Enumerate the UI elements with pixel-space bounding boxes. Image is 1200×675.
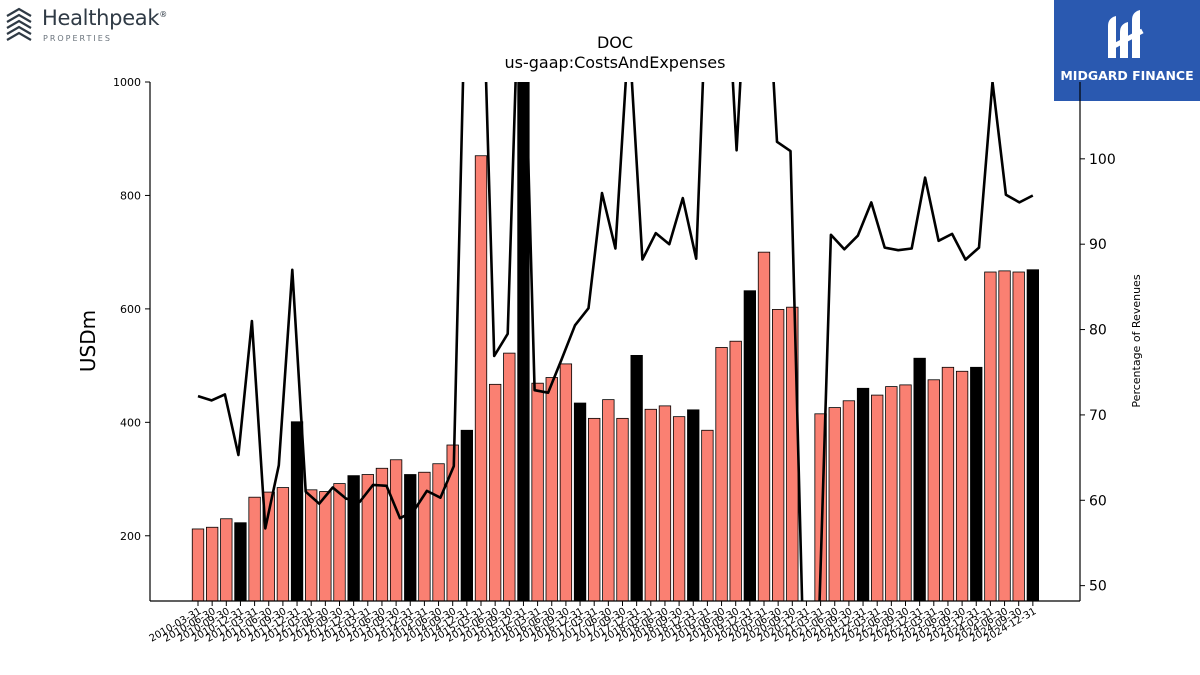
bar-2018-03-31 xyxy=(644,408,657,601)
healthpeak-logo: Healthpeak® PROPERTIES xyxy=(4,4,174,50)
y2-tick-label: 90 xyxy=(1089,237,1107,253)
bar-2021-09-30 xyxy=(842,400,856,601)
bar-2013-12-31 xyxy=(404,474,417,601)
bar-2024-03-31 xyxy=(984,271,997,601)
bar-2020-03-31 xyxy=(757,251,771,601)
bar-2022-09-30 xyxy=(899,384,912,601)
bar-2018-12-31 xyxy=(687,409,700,601)
bar-2019-12-31 xyxy=(743,290,756,601)
healthpeak-subtitle: PROPERTIES xyxy=(43,34,112,43)
stacked-chevrons-icon xyxy=(6,7,32,41)
y2-tick-label: 50 xyxy=(1089,579,1107,595)
bar-2010-09-30 xyxy=(220,518,233,601)
y2-axis-label: Percentage of Revenues xyxy=(1130,274,1143,407)
bar-2021-12-31 xyxy=(856,387,870,601)
midgard-finance-text: MIDGARD FINANCE xyxy=(1060,68,1194,83)
bar-2024-09-30 xyxy=(1012,271,1025,601)
bar-2014-06-30 xyxy=(432,463,445,601)
y-tick-label: 1000 xyxy=(113,76,141,89)
bar-2012-06-30 xyxy=(319,491,332,601)
midgard-finance-logo: MIDGARD FINANCE xyxy=(1054,0,1200,101)
bar-2018-06-30 xyxy=(658,405,672,601)
bar-2013-03-31 xyxy=(361,474,374,601)
bar-2014-09-30 xyxy=(446,444,459,601)
bar-2017-12-31 xyxy=(630,354,643,601)
bar-2016-03-31 xyxy=(531,382,544,601)
bar-2011-03-31 xyxy=(248,496,261,601)
chart-subtitle: us-gaap:CostsAndExpenses xyxy=(505,53,726,72)
chart-title: DOC xyxy=(597,33,633,52)
healthpeak-wordmark: Healthpeak® xyxy=(42,6,167,30)
y2-tick-label: 80 xyxy=(1089,323,1107,339)
bar-2017-03-31 xyxy=(588,417,601,601)
bar-2010-06-30 xyxy=(205,526,219,601)
bar-2015-09-30 xyxy=(503,352,516,601)
bar-2015-12-31 xyxy=(517,82,530,601)
y-axis-label: USDm xyxy=(76,310,100,372)
pct-of-revenues-line xyxy=(197,82,1034,601)
pct-line-series xyxy=(197,82,1034,601)
bar-2023-06-30 xyxy=(941,366,955,601)
y-tick-label: 800 xyxy=(120,189,141,202)
bar-2017-09-30 xyxy=(616,417,629,601)
bar-2016-06-30 xyxy=(545,377,558,601)
bar-2023-12-31 xyxy=(970,366,983,601)
bar-2024-12-31 xyxy=(1026,269,1039,601)
bar-2022-06-30 xyxy=(885,386,898,601)
bar-2023-09-30 xyxy=(955,370,969,601)
bar-2011-09-30 xyxy=(276,487,290,601)
bar-2024-06-30 xyxy=(998,270,1011,601)
bar-2022-03-31 xyxy=(871,394,884,601)
bar-2023-03-31 xyxy=(927,379,940,601)
bar-2011-06-30 xyxy=(262,491,275,601)
bar-2019-06-30 xyxy=(715,347,728,601)
axes: 200400600800100050607080901002010-03-312… xyxy=(113,76,1116,645)
y-tick-label: 400 xyxy=(120,416,141,429)
bar-2022-12-31 xyxy=(913,357,926,601)
bar-2013-09-30 xyxy=(389,459,403,601)
y2-tick-label: 70 xyxy=(1089,408,1107,424)
bar-2011-12-31 xyxy=(290,421,304,601)
bar-2012-12-31 xyxy=(347,475,360,601)
y-tick-label: 600 xyxy=(120,303,141,316)
bar-2021-06-30 xyxy=(828,407,841,601)
bar-2019-09-30 xyxy=(729,340,742,601)
bar-2017-06-30 xyxy=(602,399,615,601)
midgard-m-icon xyxy=(1108,10,1144,58)
bar-2020-06-30 xyxy=(772,309,785,601)
bar-2012-03-31 xyxy=(305,489,318,601)
bar-2015-03-31 xyxy=(474,155,488,601)
y-tick-label: 200 xyxy=(120,530,141,543)
y2-tick-label: 100 xyxy=(1089,152,1116,168)
bar-series xyxy=(191,82,1039,601)
bar-2010-12-31 xyxy=(234,522,247,601)
bar-2016-09-30 xyxy=(559,363,573,601)
bar-2018-09-30 xyxy=(672,416,686,601)
y2-tick-label: 60 xyxy=(1089,493,1107,509)
bar-2019-03-31 xyxy=(701,429,714,601)
bar-2014-12-31 xyxy=(460,429,474,601)
bar-2012-09-30 xyxy=(333,483,346,601)
bar-2013-06-30 xyxy=(375,467,389,601)
bar-2015-06-30 xyxy=(488,383,502,601)
bar-2010-03-31 xyxy=(191,528,205,601)
bar-2021-03-31 xyxy=(814,413,827,601)
bar-2016-12-31 xyxy=(573,402,587,601)
